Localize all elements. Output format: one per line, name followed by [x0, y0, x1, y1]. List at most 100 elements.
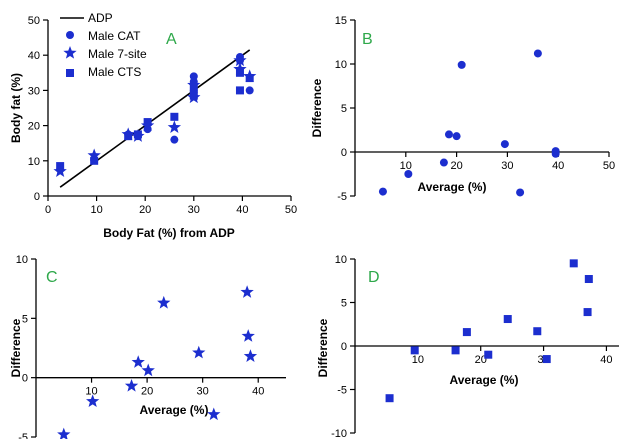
panel-a-x-tick-label: 40: [236, 204, 248, 216]
panel-b-data-point: [439, 158, 448, 167]
panel-a-x-tick-label: 0: [45, 204, 51, 216]
panel-c-data-point: [241, 329, 255, 342]
panel-c-y-tick-label: 5: [22, 313, 28, 325]
panel-c-x-axis-label: Average (%): [140, 403, 209, 417]
panel-d-data-point: [385, 394, 394, 403]
panel-a-data-point: [245, 86, 254, 95]
panel-b-data-point: [452, 132, 461, 141]
panel-b-x-tick-label: 30: [501, 160, 513, 172]
panel-a-data-point: [170, 135, 179, 144]
panel-d-x-tick-label: 20: [475, 354, 487, 366]
panel-b-data-point: [500, 140, 509, 149]
panel-d-data-point: [462, 328, 471, 337]
panel-d-x-tick-label: 40: [600, 354, 612, 366]
panel-b-y-tick-label: 15: [335, 15, 347, 27]
panel-c-data-point: [131, 355, 145, 368]
legend-male-7site-marker: [63, 46, 77, 59]
panel-a-y-tick-label: 30: [28, 85, 40, 97]
panel-c-x-tick-label: 10: [85, 386, 97, 398]
panel-a-y-tick-label: 20: [28, 121, 40, 133]
panel-b-data-point: [457, 60, 466, 69]
panel-a-data-point: [235, 68, 244, 77]
panel-d-data-point: [503, 315, 512, 324]
panel-a-series-male-7-site: [53, 53, 257, 178]
panel-a-x-tick-label: 20: [139, 204, 151, 216]
legend-male-7site-label: Male 7-site: [88, 47, 147, 61]
panel-b-series-0: [378, 49, 560, 197]
panel-d-data-point: [451, 346, 460, 355]
panel-a-letter: A: [166, 31, 177, 48]
legend-male-cat-label: Male CAT: [88, 29, 141, 43]
panel-b-plot: -5 0 5 10 15 10 20 30 40 50: [335, 15, 615, 203]
panel-a-data-point: [233, 62, 247, 75]
panel-d-x-tick-label: 10: [412, 354, 424, 366]
panel-d-data-point: [584, 275, 593, 284]
panel-c-letter: C: [46, 269, 58, 286]
panel-d-data-point: [542, 355, 551, 364]
panel-c-y-axis-label: Difference: [9, 318, 23, 377]
panel-d-x-axis-label: Average (%): [450, 373, 519, 387]
panel-b-y-axis-label: Difference: [310, 78, 324, 137]
panel-b-x-tick-label: 50: [603, 160, 615, 172]
panel-a-data-point: [189, 91, 198, 100]
panel-a-y-tick-label: 50: [28, 15, 40, 27]
panel-a-y-tick-label: 0: [34, 191, 40, 203]
panel-a-data-point: [56, 162, 65, 171]
panel-b-data-point: [444, 130, 453, 139]
panel-c-x-tick-label: 30: [197, 386, 209, 398]
panel-a-data-point: [170, 112, 179, 121]
panel-c-data-point: [57, 427, 71, 439]
panel-c-plot: -5 0 5 10 10 20 30 40: [16, 254, 286, 439]
legend-adp-label: ADP: [88, 11, 113, 25]
panel-a-x-axis-label: Body Fat (%) from ADP: [103, 226, 235, 240]
panel-a-y-tick-label: 10: [28, 156, 40, 168]
panel-a-data-point: [143, 118, 152, 127]
panel-c: C Average (%) Difference: [9, 269, 208, 417]
panel-d-y-tick-label: 10: [335, 254, 347, 266]
panel-a-data-point: [187, 78, 201, 91]
panel-a-series-male-cat: [56, 52, 254, 174]
panel-b-data-point: [404, 170, 413, 178]
panel-b-x-axis-label: Average (%): [418, 180, 487, 194]
panel-c-data-point: [192, 345, 206, 359]
panel-c-data-point: [141, 363, 155, 377]
panel-a-data-point: [53, 164, 67, 178]
panel-b-y-tick-label: 0: [341, 147, 347, 159]
panel-b-data-point: [533, 49, 542, 58]
panel-d-data-point: [569, 259, 578, 268]
panel-c-y-tick-label: 0: [22, 373, 28, 385]
panel-d-data-point: [484, 350, 493, 359]
panel-a: A ADP Male CAT Male 7-site Male CTS Body…: [9, 11, 235, 240]
panel-a-y-axis-label: Body fat (%): [9, 73, 23, 143]
panel-a-data-point: [189, 72, 198, 81]
panel-b-x-tick-label: 40: [552, 160, 564, 172]
panel-b-x-tick-label: 10: [400, 160, 412, 172]
panel-a-data-point: [233, 53, 247, 67]
panel-a-data-point: [235, 86, 244, 95]
panel-c-x-tick-label: 20: [141, 386, 153, 398]
panel-b-y-tick-label: 5: [341, 103, 347, 115]
panel-c-data-point: [240, 285, 254, 298]
panel-a-data-point: [189, 84, 198, 93]
panel-a-data-point: [167, 120, 182, 134]
panel-c-x-tick-label: 40: [252, 386, 264, 398]
panel-a-legend: ADP Male CAT Male 7-site Male CTS: [60, 11, 147, 79]
panel-d: D Average (%) Difference: [316, 269, 518, 387]
panel-b: B Average (%) Difference: [310, 31, 486, 194]
panel-c-data-point: [124, 378, 139, 392]
panel-d-y-tick-label: -10: [331, 428, 347, 439]
panel-d-letter: D: [368, 269, 380, 286]
panel-c-y-tick-label: 10: [16, 254, 28, 266]
panel-c-data-point: [243, 349, 258, 362]
panel-d-y-tick-label: 0: [341, 341, 347, 353]
panel-d-data-point: [533, 327, 542, 336]
panel-a-series-male-cts: [56, 68, 254, 171]
panel-b-data-point: [551, 147, 560, 156]
panel-a-data-point: [124, 132, 133, 141]
panel-a-data-point: [87, 148, 101, 162]
panel-c-data-point: [86, 394, 100, 408]
panel-b-data-point: [516, 188, 525, 197]
panel-a-data-point: [245, 74, 254, 83]
